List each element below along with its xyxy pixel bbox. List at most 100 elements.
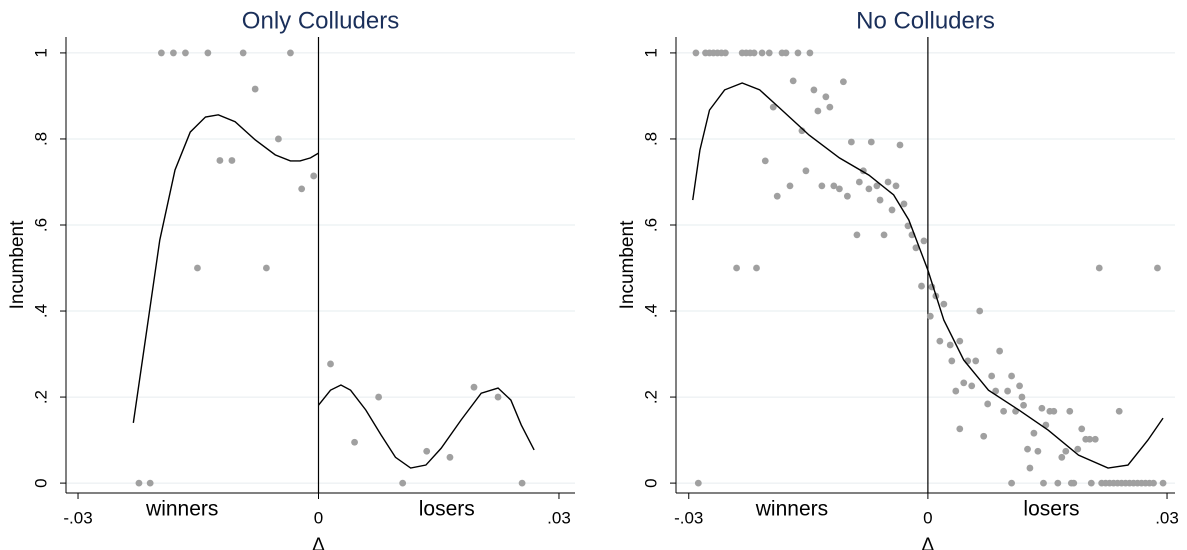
point xyxy=(399,479,407,487)
point xyxy=(826,103,834,111)
point xyxy=(446,453,454,461)
point xyxy=(1115,407,1123,415)
point xyxy=(926,312,934,320)
point xyxy=(750,49,758,57)
x-tick-label: 0 xyxy=(923,508,932,527)
point xyxy=(1078,425,1086,433)
point xyxy=(956,425,964,433)
point xyxy=(830,182,838,190)
point xyxy=(806,49,814,57)
point xyxy=(896,141,904,149)
point xyxy=(984,400,992,408)
point xyxy=(892,182,900,190)
point xyxy=(876,196,884,204)
point xyxy=(765,49,773,57)
point xyxy=(1154,264,1161,272)
point xyxy=(952,387,960,395)
x-tick-label: -.03 xyxy=(674,508,703,527)
point xyxy=(470,383,478,391)
point xyxy=(1070,479,1078,487)
point xyxy=(1074,445,1082,453)
point xyxy=(204,49,212,57)
point xyxy=(1030,429,1038,437)
point xyxy=(423,447,431,455)
x-tick-label: .03 xyxy=(547,508,571,527)
point xyxy=(880,231,888,239)
x-axis-label: Δ xyxy=(922,535,935,550)
panel-title: Only Colluders xyxy=(242,7,399,34)
y-tick-label: 0 xyxy=(641,478,660,487)
y-tick-label: .4 xyxy=(31,304,50,318)
point xyxy=(694,479,702,487)
point xyxy=(753,264,760,272)
point xyxy=(494,393,502,401)
point xyxy=(1062,447,1070,455)
point xyxy=(936,337,944,345)
point xyxy=(810,86,818,94)
point xyxy=(855,178,863,186)
annotation: winners xyxy=(755,498,828,521)
point xyxy=(758,49,766,57)
point xyxy=(839,78,847,86)
point xyxy=(843,192,851,200)
point xyxy=(798,127,806,135)
fit-line xyxy=(132,114,535,469)
point xyxy=(814,107,822,115)
y-tick-label: 1 xyxy=(31,48,50,57)
point xyxy=(888,206,896,214)
point xyxy=(960,379,968,387)
y-tick-label: .8 xyxy=(641,132,660,146)
point xyxy=(146,479,154,487)
y-tick-label: .8 xyxy=(31,132,50,146)
point xyxy=(865,185,873,193)
point xyxy=(1040,479,1047,487)
point xyxy=(1050,407,1058,415)
point xyxy=(1024,445,1031,453)
point xyxy=(972,357,980,365)
point xyxy=(996,347,1004,355)
point xyxy=(912,244,920,252)
point xyxy=(940,300,948,308)
point xyxy=(275,135,282,143)
point xyxy=(786,182,794,190)
point xyxy=(920,237,928,245)
point xyxy=(375,393,383,401)
point xyxy=(853,231,861,239)
point xyxy=(873,182,881,190)
point xyxy=(1054,479,1062,487)
point xyxy=(900,200,908,208)
point xyxy=(1000,407,1008,415)
point xyxy=(1016,382,1023,390)
point xyxy=(157,49,165,57)
point xyxy=(956,337,964,345)
y-tick-label: .6 xyxy=(641,218,660,232)
point xyxy=(351,438,358,446)
point xyxy=(884,178,892,186)
point xyxy=(1026,464,1034,472)
point xyxy=(251,85,259,93)
point xyxy=(1018,393,1026,401)
point xyxy=(1150,479,1157,487)
point xyxy=(262,264,270,272)
point xyxy=(1095,264,1103,272)
point xyxy=(1008,372,1015,380)
point xyxy=(976,307,984,315)
y-tick-label: 1 xyxy=(641,48,660,57)
point xyxy=(1087,479,1095,487)
point xyxy=(1034,447,1042,455)
point xyxy=(822,93,830,101)
point xyxy=(239,49,247,57)
point xyxy=(773,192,781,200)
point xyxy=(789,77,797,85)
point xyxy=(980,432,988,440)
point xyxy=(135,479,143,487)
point xyxy=(170,49,177,57)
point xyxy=(1038,404,1046,412)
point xyxy=(1086,435,1094,443)
y-tick-label: .2 xyxy=(31,390,50,404)
point xyxy=(287,49,294,57)
point xyxy=(948,357,956,365)
point xyxy=(310,172,318,180)
point xyxy=(228,157,236,164)
